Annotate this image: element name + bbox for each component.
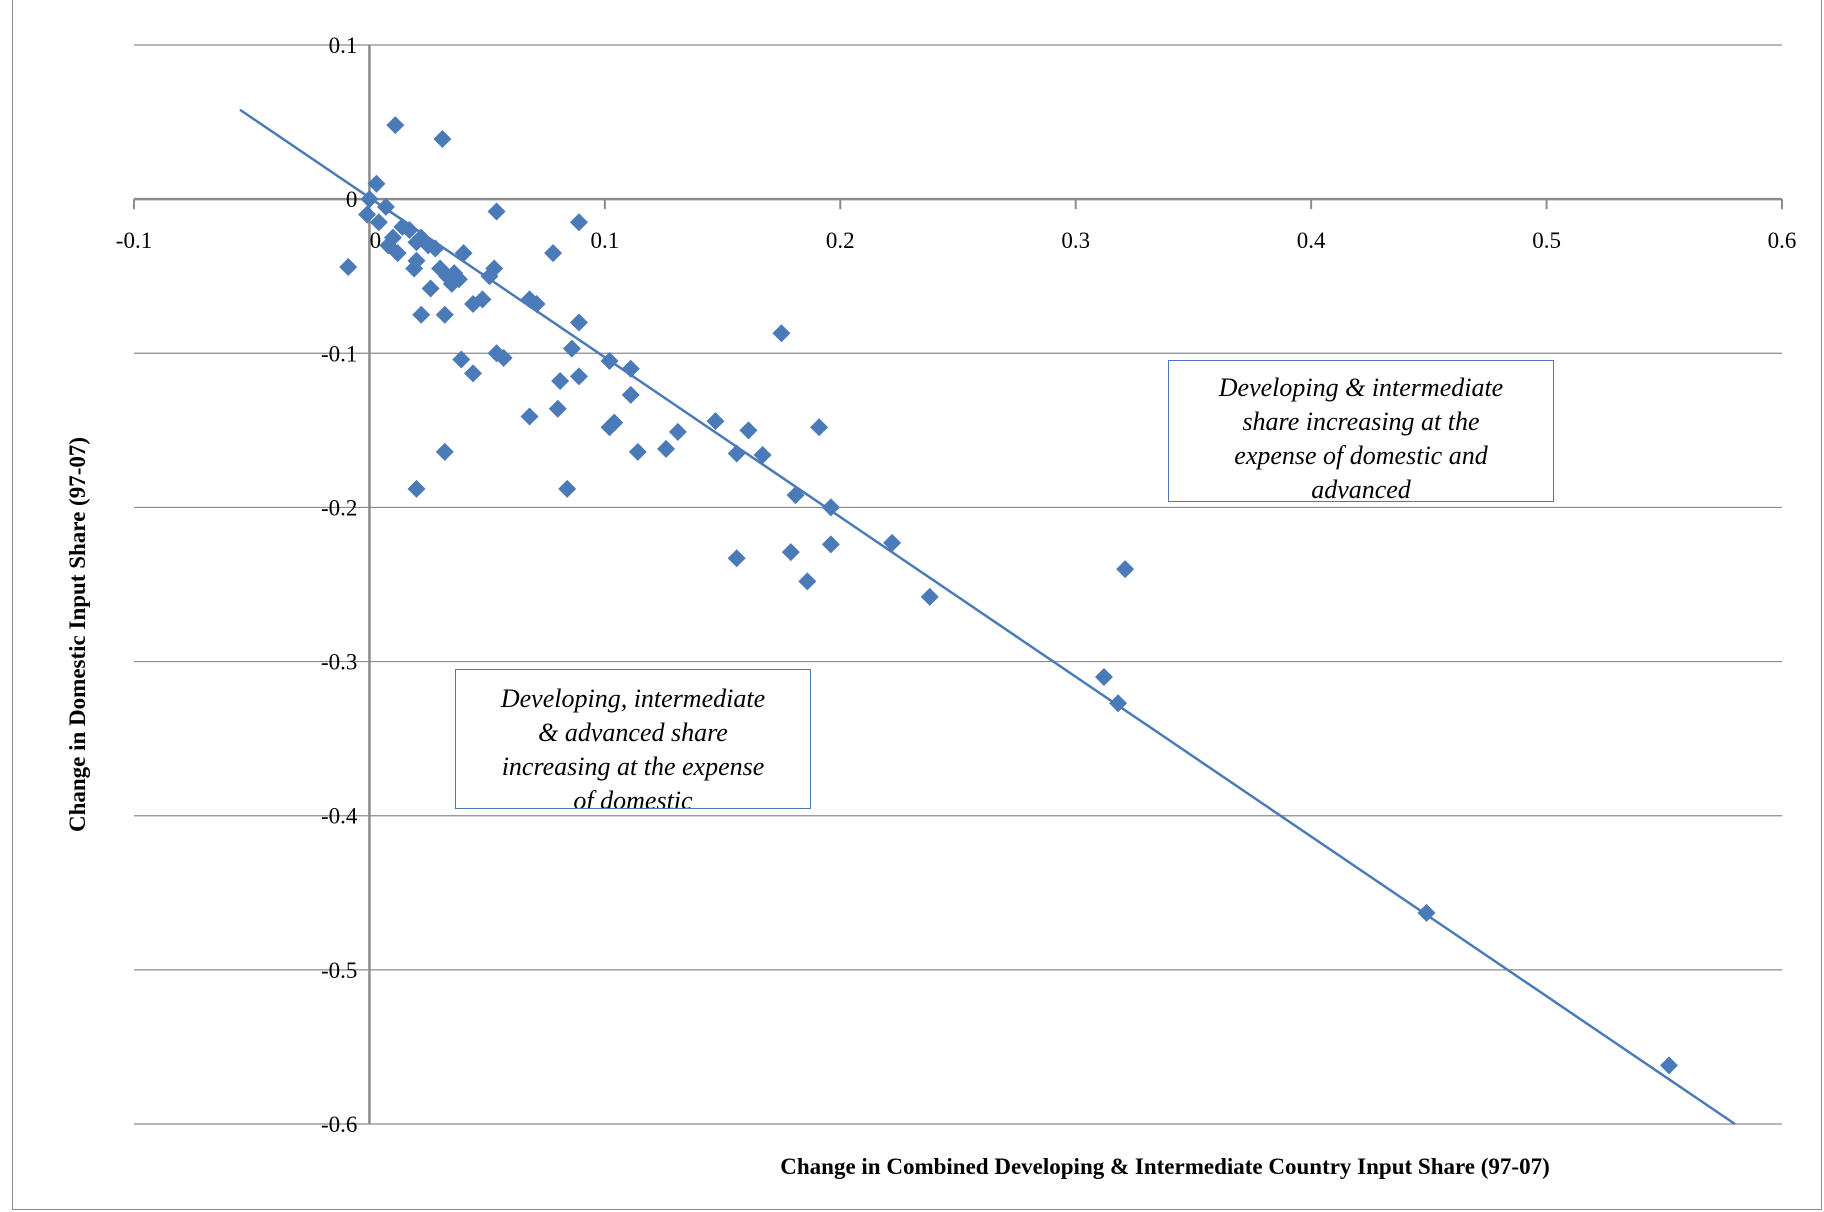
x-tick-label: 0.4 — [1297, 228, 1326, 253]
data-point — [433, 130, 452, 149]
data-point — [527, 294, 546, 313]
data-points — [339, 116, 1678, 1075]
annotation-line: increasing at the expense — [501, 752, 765, 781]
data-point — [621, 359, 640, 378]
data-point — [562, 339, 581, 358]
data-point — [400, 220, 419, 239]
grid-lines — [134, 44, 1782, 1125]
data-point — [487, 202, 506, 221]
data-point — [706, 412, 725, 431]
axes — [134, 45, 1782, 1124]
x-tick-label: 0 — [370, 228, 382, 253]
x-axis-title: Change in Combined Developing & Intermed… — [780, 1154, 1549, 1179]
y-tick-label: -0.2 — [321, 495, 357, 520]
data-point — [449, 270, 468, 289]
y-tick-label: -0.6 — [321, 1112, 357, 1137]
data-point — [426, 239, 445, 258]
data-point — [753, 446, 772, 465]
data-point — [494, 348, 513, 367]
data-point — [1659, 1056, 1678, 1075]
data-point — [569, 367, 588, 386]
data-point — [781, 543, 800, 562]
data-point — [727, 444, 746, 463]
data-point — [421, 279, 440, 298]
data-point — [600, 418, 619, 437]
y-tick-label: -0.4 — [321, 804, 358, 829]
data-point — [452, 350, 471, 369]
data-point — [407, 479, 426, 498]
data-point — [569, 313, 588, 332]
data-point — [485, 259, 504, 278]
annotation-line: Developing & intermediate — [1218, 373, 1504, 402]
data-point — [339, 257, 358, 276]
annotation-line: advanced — [1311, 475, 1411, 502]
data-point — [657, 439, 676, 458]
data-point — [883, 533, 902, 552]
y-axis-title: Change in Domestic Input Share (97-07) — [65, 437, 90, 832]
data-point — [435, 442, 454, 461]
data-point — [739, 421, 758, 440]
data-point — [1417, 903, 1436, 922]
data-point — [369, 213, 388, 232]
data-point — [558, 479, 577, 498]
data-point — [405, 259, 424, 278]
data-point — [376, 197, 395, 216]
data-point — [786, 486, 805, 505]
x-tick-label: -0.1 — [116, 228, 152, 253]
data-point — [600, 351, 619, 370]
data-point — [668, 422, 687, 441]
y-tick-label: 0 — [346, 187, 358, 212]
y-tick-label: -0.5 — [321, 958, 357, 983]
data-point — [435, 305, 454, 324]
y-tick-label: -0.1 — [321, 341, 357, 366]
annotation-developing-intermediate: Developing & intermediate share increasi… — [1168, 360, 1554, 502]
data-point — [821, 535, 840, 554]
data-point — [1109, 694, 1128, 713]
data-point — [1116, 560, 1135, 579]
annotation-line: share increasing at the — [1242, 407, 1480, 436]
data-point — [464, 364, 483, 383]
annotation-line: & advanced share — [538, 718, 728, 747]
x-tick-labels: -0.1 0 0.1 0.2 0.3 0.4 0.5 0.6 — [116, 228, 1797, 253]
data-point — [367, 174, 386, 193]
data-point — [727, 549, 746, 568]
data-point — [628, 442, 647, 461]
data-point — [358, 205, 377, 224]
y-tick-labels: 0.1 0 -0.1 -0.2 -0.3 -0.4 -0.5 -0.6 — [321, 33, 358, 1137]
annotation-line: expense of domestic and — [1234, 441, 1488, 470]
data-point — [1094, 667, 1113, 686]
annotation-line: of domestic — [573, 786, 693, 809]
x-tick-label: 0.5 — [1532, 228, 1561, 253]
chart-frame — [12, 0, 1822, 1210]
y-tick-label: -0.3 — [321, 650, 357, 675]
annotation-line: Developing, intermediate — [500, 684, 766, 713]
data-point — [821, 498, 840, 517]
data-point — [548, 399, 567, 418]
x-tick-label: 0.3 — [1061, 228, 1090, 253]
x-tick-label: 0.1 — [590, 228, 619, 253]
data-point — [569, 213, 588, 232]
data-point — [412, 305, 431, 324]
x-tick-label: 0.6 — [1768, 228, 1797, 253]
y-tick-label: 0.1 — [329, 33, 358, 58]
trendline — [239, 108, 1736, 1126]
data-point — [621, 385, 640, 404]
data-point — [473, 290, 492, 309]
data-point — [772, 324, 791, 343]
data-point — [386, 116, 405, 135]
data-point — [544, 244, 563, 263]
data-point — [920, 587, 939, 606]
data-point — [810, 418, 829, 437]
data-point — [798, 572, 817, 591]
data-point — [388, 244, 407, 263]
data-point — [520, 407, 539, 426]
annotation-developing-intermediate-advanced: Developing, intermediate & advanced shar… — [455, 669, 811, 809]
data-point — [551, 372, 570, 391]
data-point — [360, 190, 379, 209]
data-point — [454, 244, 473, 263]
x-tick-label: 0.2 — [826, 228, 855, 253]
